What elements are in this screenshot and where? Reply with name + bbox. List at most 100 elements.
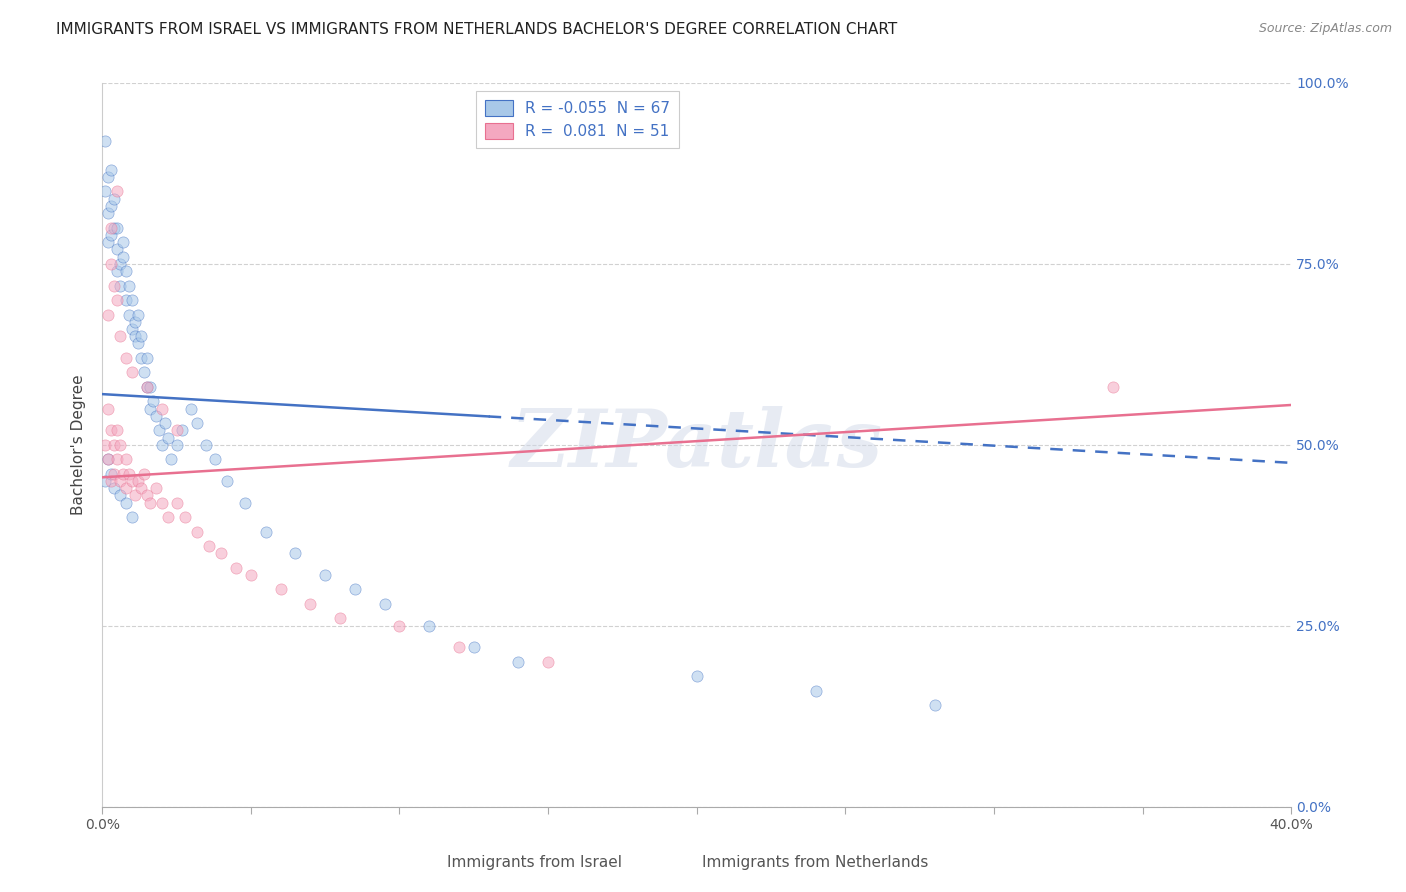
Point	[254, 524, 277, 539]
Point	[139, 380, 162, 394]
Point	[150, 438, 173, 452]
Point	[103, 220, 125, 235]
Point	[166, 496, 188, 510]
Point	[129, 481, 152, 495]
Point	[132, 467, 155, 481]
Point	[153, 416, 176, 430]
Point	[100, 220, 122, 235]
Point	[108, 474, 131, 488]
Point	[135, 380, 157, 394]
Point	[148, 423, 170, 437]
Point	[94, 134, 117, 148]
Point	[145, 409, 167, 423]
Point	[156, 510, 179, 524]
Point	[97, 452, 120, 467]
Point	[924, 698, 946, 713]
Point	[111, 235, 134, 249]
Point	[100, 227, 122, 242]
Point	[537, 655, 560, 669]
Point	[209, 546, 232, 560]
Point	[97, 452, 120, 467]
Legend: R = -0.055  N = 67, R =  0.081  N = 51: R = -0.055 N = 67, R = 0.081 N = 51	[477, 91, 679, 148]
Point	[105, 243, 128, 257]
Point	[115, 452, 138, 467]
Point	[186, 416, 208, 430]
Text: ZIPatlas: ZIPatlas	[510, 406, 883, 483]
Point	[121, 322, 143, 336]
Point	[100, 474, 122, 488]
Point	[374, 597, 396, 611]
Point	[195, 438, 218, 452]
Text: IMMIGRANTS FROM ISRAEL VS IMMIGRANTS FROM NETHERLANDS BACHELOR'S DEGREE CORRELAT: IMMIGRANTS FROM ISRAEL VS IMMIGRANTS FRO…	[56, 22, 897, 37]
Point	[105, 452, 128, 467]
Point	[105, 423, 128, 437]
Point	[108, 278, 131, 293]
Point	[115, 481, 138, 495]
Point	[132, 365, 155, 379]
Point	[121, 365, 143, 379]
Point	[105, 293, 128, 307]
Point	[139, 401, 162, 416]
Point	[225, 561, 247, 575]
Point	[124, 329, 146, 343]
Point	[118, 467, 141, 481]
Point	[284, 546, 307, 560]
Point	[172, 423, 194, 437]
Point	[129, 351, 152, 365]
Point	[186, 524, 208, 539]
Point	[105, 264, 128, 278]
Point	[115, 264, 138, 278]
Point	[121, 474, 143, 488]
Text: Immigrants from Netherlands: Immigrants from Netherlands	[702, 855, 929, 870]
Point	[105, 185, 128, 199]
Point	[142, 394, 165, 409]
Point	[115, 496, 138, 510]
Point	[127, 474, 149, 488]
Point	[129, 329, 152, 343]
Point	[97, 169, 120, 184]
Text: Immigrants from Israel: Immigrants from Israel	[447, 855, 621, 870]
Point	[139, 496, 162, 510]
Point	[111, 467, 134, 481]
Point	[108, 438, 131, 452]
Point	[1102, 380, 1125, 394]
Point	[270, 582, 292, 597]
Point	[111, 250, 134, 264]
Point	[156, 431, 179, 445]
Point	[180, 401, 202, 416]
Point	[100, 257, 122, 271]
Point	[418, 618, 440, 632]
Point	[135, 351, 157, 365]
Point	[299, 597, 322, 611]
Point	[150, 496, 173, 510]
Point	[97, 206, 120, 220]
Point	[115, 293, 138, 307]
Text: Source: ZipAtlas.com: Source: ZipAtlas.com	[1258, 22, 1392, 36]
Point	[329, 611, 352, 625]
Point	[97, 401, 120, 416]
Point	[239, 568, 262, 582]
Point	[108, 329, 131, 343]
Point	[103, 467, 125, 481]
Point	[94, 185, 117, 199]
Point	[217, 474, 239, 488]
Point	[150, 401, 173, 416]
Point	[108, 488, 131, 502]
Point	[159, 452, 181, 467]
Point	[127, 336, 149, 351]
Point	[97, 308, 120, 322]
Point	[100, 199, 122, 213]
Point	[204, 452, 226, 467]
Point	[463, 640, 485, 655]
Point	[145, 481, 167, 495]
Point	[100, 423, 122, 437]
Point	[94, 438, 117, 452]
Point	[314, 568, 336, 582]
Point	[686, 669, 709, 683]
Point	[103, 192, 125, 206]
Point	[135, 488, 157, 502]
Point	[124, 315, 146, 329]
Point	[103, 438, 125, 452]
Point	[121, 293, 143, 307]
Point	[233, 496, 256, 510]
